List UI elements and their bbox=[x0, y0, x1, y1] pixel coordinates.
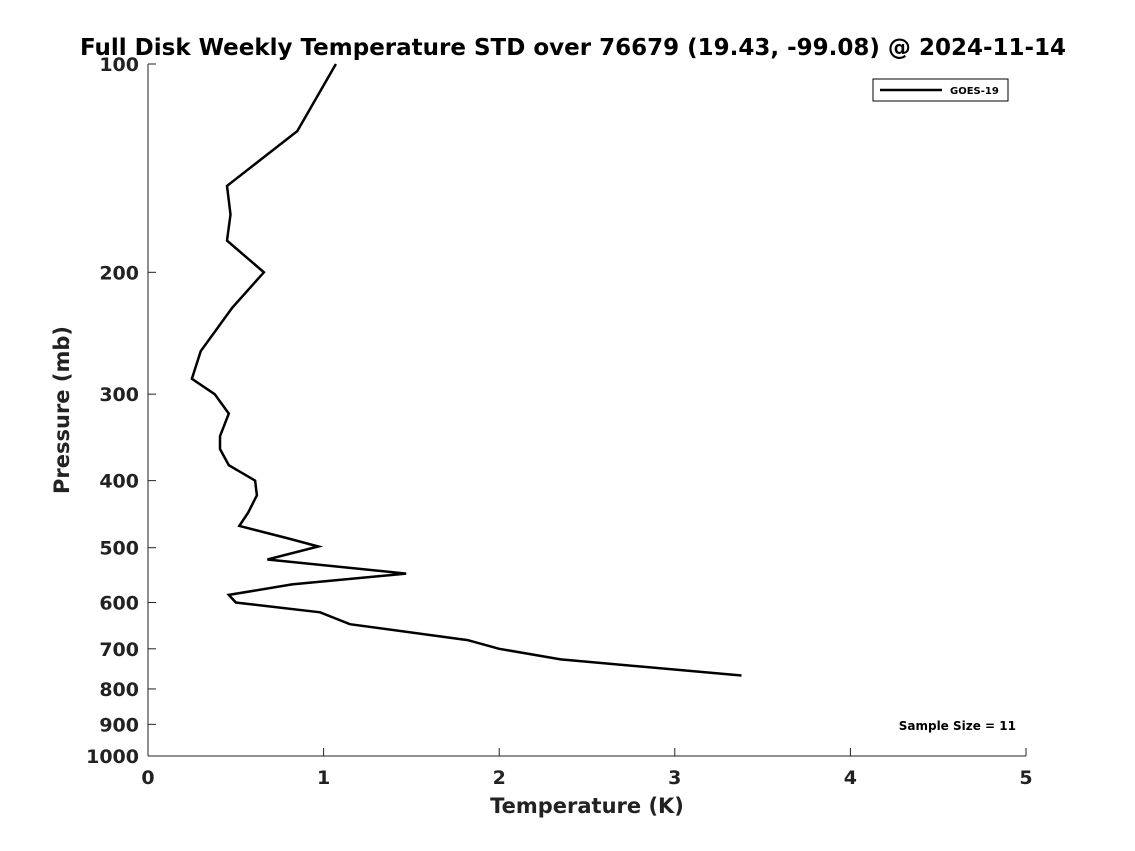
x-axis-label: Temperature (K) bbox=[490, 794, 684, 818]
x-ticks: 0 1 2 3 4 5 bbox=[141, 748, 1033, 789]
y-tick-label: 700 bbox=[99, 639, 139, 661]
sample-size-annotation: Sample Size = 11 bbox=[899, 719, 1016, 733]
series-line-1 bbox=[190, 63, 742, 677]
legend-label: GOES-19 bbox=[950, 86, 999, 97]
y-tick-label: 100 bbox=[99, 54, 139, 76]
series-group bbox=[190, 63, 742, 677]
y-tick-label: 400 bbox=[99, 471, 139, 493]
y-tick-label: 500 bbox=[99, 538, 139, 560]
x-tick-label: 1 bbox=[317, 767, 330, 789]
plot-area bbox=[148, 64, 1026, 756]
y-tick-label: 1000 bbox=[86, 746, 139, 768]
y-ticks: 100 200 300 400 500 600 700 800 900 1000 bbox=[86, 54, 156, 768]
y-tick-label: 900 bbox=[99, 714, 139, 736]
x-tick-label: 4 bbox=[844, 767, 857, 789]
y-tick-label: 800 bbox=[99, 679, 139, 701]
x-tick-label: 3 bbox=[668, 767, 681, 789]
x-tick-label: 2 bbox=[493, 767, 506, 789]
y-axis-label: Pressure (mb) bbox=[50, 326, 74, 494]
x-tick-label: 5 bbox=[1019, 767, 1032, 789]
x-tick-label: 0 bbox=[141, 767, 154, 789]
y-tick-label: 200 bbox=[99, 262, 139, 284]
y-tick-label: 300 bbox=[99, 384, 139, 406]
y-tick-label: 600 bbox=[99, 592, 139, 614]
chart-title: Full Disk Weekly Temperature STD over 76… bbox=[80, 35, 1066, 61]
legend: GOES-19 bbox=[872, 78, 1009, 102]
